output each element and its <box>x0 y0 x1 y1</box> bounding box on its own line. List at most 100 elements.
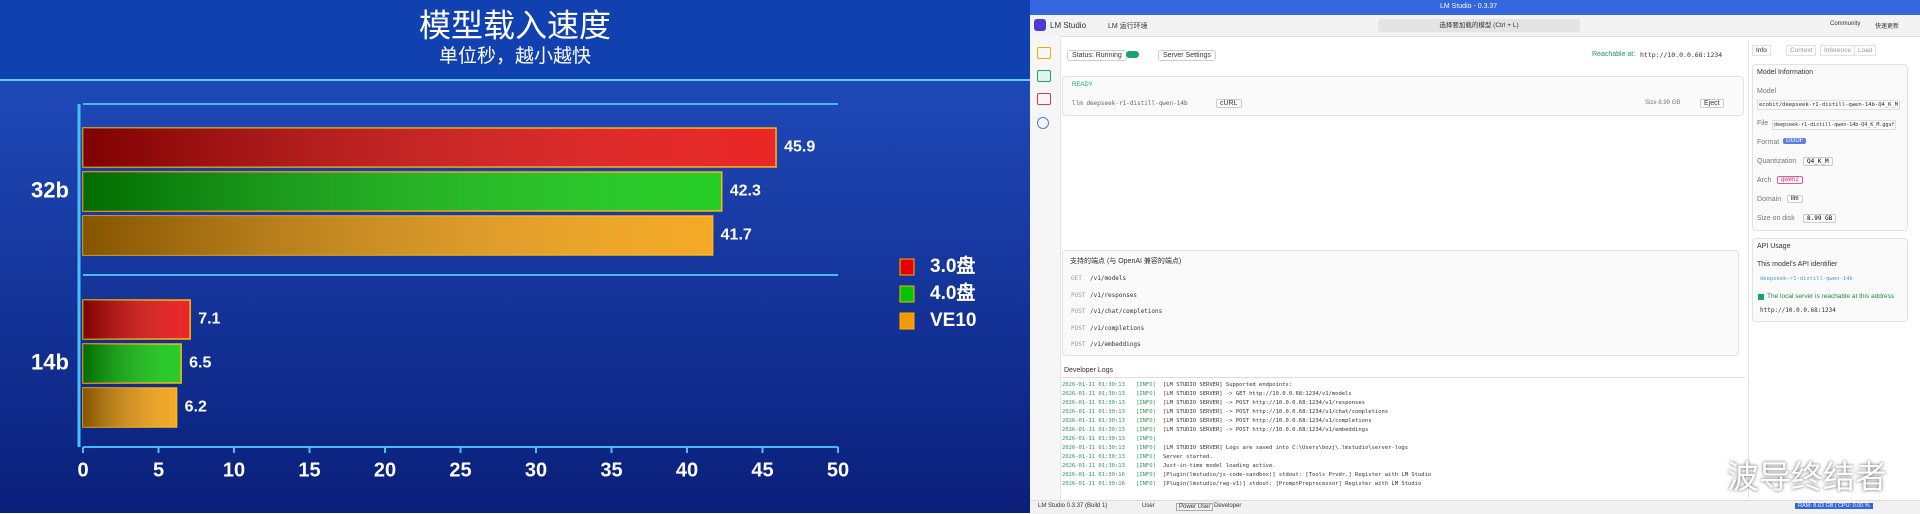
log-level: [INFO] <box>1136 445 1156 451</box>
log-level: [INFO] <box>1136 391 1156 397</box>
toggle[interactable] <box>1126 51 1139 58</box>
endpoint-path: /v1/embeddings <box>1090 341 1141 348</box>
log-msg: [LM STUDIO SERVER] -> POST http://10.0.0… <box>1163 427 1369 433</box>
search-icon[interactable] <box>1037 117 1049 129</box>
tab[interactable]: Load <box>1854 45 1877 56</box>
data-label: 45.9 <box>784 139 815 156</box>
bar-shade <box>83 128 777 167</box>
bar-shade <box>83 388 177 427</box>
update[interactable]: 快速更新 <box>1875 24 1900 30</box>
x-tick-label: 25 <box>449 459 471 481</box>
log-time: 2026-01-11 01:30:13 <box>1062 436 1125 442</box>
runtime-tab[interactable]: LM 运行环境 <box>1108 23 1148 30</box>
status[interactable]: Status: Running <box>1067 50 1127 61</box>
endpoint-method: POST <box>1071 308 1086 315</box>
api-card <box>1752 238 1908 322</box>
log-msg: [LM STUDIO SERVER] -> POST http://10.0.0… <box>1163 409 1389 415</box>
api-id-label: This model's API identifier <box>1757 261 1838 268</box>
ready: READY <box>1072 82 1093 88</box>
app-icon <box>1034 19 1046 31</box>
mode[interactable]: User <box>1142 503 1155 509</box>
bar-shade <box>83 300 191 339</box>
log-msg: [LM STUDIO SERVER] -> POST http://10.0.0… <box>1163 418 1372 424</box>
log-time: 2026-01-11 01:30:13 <box>1062 418 1125 424</box>
eject[interactable]: Eject <box>1700 99 1724 108</box>
log-level: [INFO] <box>1136 400 1156 406</box>
check <box>1758 294 1764 300</box>
footer-stats: RAM: 8.63 GB | CPU: 0.00 % <box>1795 503 1873 509</box>
endpoint-path: /v1/responses <box>1090 291 1137 299</box>
label: Quantization <box>1757 158 1797 165</box>
log-level: [INFO] <box>1136 454 1156 460</box>
log-level: [INFO] <box>1136 409 1156 415</box>
footer <box>1030 500 1920 514</box>
server-icon[interactable] <box>1037 70 1051 82</box>
legend-swatch <box>899 285 915 303</box>
log-level: [INFO] <box>1136 472 1156 478</box>
value: 8.99 GB <box>1803 214 1837 223</box>
log-msg: [LM STUDIO SERVER] Logs are saved into C… <box>1163 445 1409 451</box>
value: deepseek-r1-distill-qwen-14b-Q4_K_M.gguf <box>1772 120 1897 130</box>
label: Domain <box>1757 196 1782 203</box>
category-label: 32b <box>31 177 69 202</box>
info-panel <box>1748 40 1914 498</box>
label: Format <box>1757 139 1780 146</box>
legend-label: 3.0盘 <box>930 254 975 277</box>
label: File <box>1757 120 1769 127</box>
value: llm <box>1787 195 1803 203</box>
value: qwen2 <box>1777 176 1803 184</box>
logs-header <box>1060 365 1745 378</box>
log-time: 2026-01-11 01:30:13 <box>1062 427 1125 433</box>
endpoint-path: /v1/chat/completions <box>1090 308 1163 315</box>
log-time: 2026-01-11 01:30:16 <box>1062 472 1125 478</box>
x-tick-label: 20 <box>374 459 396 481</box>
log-level: [INFO] <box>1136 436 1156 442</box>
log-time: 2026-01-11 01:30:13 <box>1062 391 1125 397</box>
chat-icon[interactable] <box>1037 47 1051 59</box>
server-settings[interactable]: Server Settings <box>1158 50 1216 61</box>
title-band <box>0 0 1030 80</box>
log-msg: [LM STUDIO SERVER] -> POST http://10.0.0… <box>1163 400 1365 406</box>
tab[interactable]: Context <box>1786 45 1817 56</box>
reachable-url[interactable]: http://10.0.0.68:1234 <box>1640 51 1723 59</box>
chart-subtitle: 单位秒，越小越快 <box>439 45 591 67</box>
endpoint-method: POST <box>1071 324 1086 332</box>
label: Size on disk <box>1757 215 1795 222</box>
endpoints-title: 支持的端点 (与 OpenAI 兼容的端点) <box>1070 258 1182 265</box>
model-info-card <box>1752 64 1908 231</box>
log-msg: Server started. <box>1163 454 1213 460</box>
log-time: 2026-01-11 01:30:13 <box>1062 445 1125 451</box>
tab[interactable]: Info <box>1752 45 1771 56</box>
data-label: 6.5 <box>189 355 211 372</box>
api-url[interactable]: http://10.0.0.68:1234 <box>1760 307 1836 314</box>
log-time: 2026-01-11 01:30:13 <box>1062 400 1125 406</box>
log-level: [INFO] <box>1136 481 1156 487</box>
chart: 模型载入速度 单位秒，越小越快 0 5 10 15 20 25 30 35 40 45 50 32b 4… <box>0 0 1030 513</box>
sidebar <box>1030 36 1061 500</box>
log-time: 2026-01-11 01:30:13 <box>1062 382 1125 388</box>
folder-icon[interactable] <box>1037 93 1051 105</box>
api-title: API Usage <box>1757 243 1791 250</box>
title-bar <box>1030 0 1920 15</box>
value: ecobit/deepseek-r1-distill-qwen-14b-Q4_K… <box>1757 100 1901 110</box>
mode[interactable]: Developer <box>1214 503 1242 509</box>
log-msg: [Plugin(lmstudio/rag-v1)] stdout: [Promp… <box>1163 481 1422 487</box>
tab[interactable]: Inference <box>1820 45 1856 56</box>
curl[interactable]: cURL <box>1216 99 1242 108</box>
api-id[interactable]: deepseek-r1-distill-qwen-14b <box>1760 276 1853 282</box>
data-label: 41.7 <box>721 227 752 244</box>
model-info-title: Model Information <box>1757 69 1814 76</box>
category-label: 14b <box>31 349 69 374</box>
window-title: LM Studio - 0.3.37 <box>1440 3 1498 10</box>
app-name: LM Studio <box>1050 21 1087 30</box>
logs-title: Developer Logs <box>1064 367 1114 374</box>
x-tick-label: 45 <box>751 459 773 481</box>
model-picker[interactable]: 选择要加载的模型 (Ctrl + L) <box>1378 19 1580 32</box>
size: Size 8.99 GB <box>1645 100 1681 106</box>
model-card <box>1062 76 1744 116</box>
mode[interactable]: Power User <box>1176 503 1214 511</box>
community[interactable]: Community <box>1830 21 1861 27</box>
x-tick-label: 15 <box>298 459 320 481</box>
legend-label: VE10 <box>930 310 976 331</box>
